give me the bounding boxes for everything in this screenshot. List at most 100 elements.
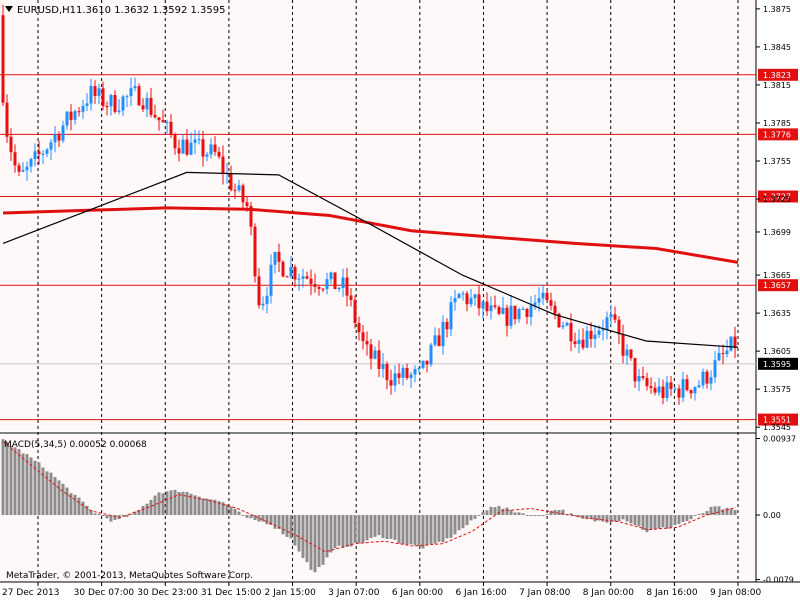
macd-bar <box>237 511 241 516</box>
level-badge <box>758 128 798 141</box>
macd-bar <box>661 515 665 528</box>
candle-body <box>353 299 357 323</box>
macd-bar <box>433 515 437 544</box>
macd-bar <box>685 515 689 522</box>
candle-body <box>281 261 285 277</box>
macd-bar <box>57 480 61 516</box>
macd-bar <box>189 493 193 516</box>
macd-tick-label: 0.00937 <box>763 435 796 444</box>
candle-body <box>361 332 365 342</box>
macd-bar <box>169 490 173 516</box>
level-label: 1.3776 <box>763 130 791 139</box>
candle-body <box>533 302 537 306</box>
candle-body <box>581 339 585 348</box>
candle-body <box>177 148 181 154</box>
macd-bar <box>45 471 49 516</box>
candle-body <box>249 206 253 227</box>
candle-body <box>33 151 37 160</box>
macd-bar <box>129 513 133 516</box>
macd-bar <box>701 513 705 516</box>
candle-body <box>497 306 501 314</box>
candle-body <box>637 376 641 382</box>
candle-body <box>645 377 649 387</box>
candle-body <box>693 387 697 394</box>
candle-body <box>517 309 521 320</box>
candle-body <box>653 387 657 393</box>
macd-bar <box>617 515 621 522</box>
candle-body <box>729 336 733 351</box>
macd-bar <box>529 515 533 517</box>
macd-bar <box>85 505 89 516</box>
candle-body <box>113 94 117 112</box>
macd-bar <box>445 515 449 539</box>
candle-body <box>505 307 509 326</box>
horizontal-levels: 1.3823 1.3776 1.3727 1.3657 1.3551 1.3595 <box>0 68 798 426</box>
candle-body <box>49 142 53 150</box>
macd-bar <box>253 515 257 521</box>
candle-body <box>205 154 209 157</box>
level-label: 1.3823 <box>763 71 791 80</box>
y-tick-label: 1.3699 <box>763 228 791 237</box>
macd-bar <box>273 515 277 529</box>
macd-bar <box>517 512 521 516</box>
candle-body <box>297 278 301 280</box>
macd-bar <box>121 515 125 517</box>
candle-body <box>301 276 305 279</box>
macd-bar <box>197 496 201 516</box>
macd-panel[interactable] <box>0 435 756 582</box>
macd-bar <box>557 510 561 516</box>
macd-bar <box>29 457 33 516</box>
candle-body <box>373 350 377 359</box>
candle-body <box>609 314 613 318</box>
candle-body <box>329 272 333 280</box>
macd-bar <box>73 494 77 516</box>
candle-body <box>117 110 121 112</box>
candle-body <box>461 293 465 295</box>
candle-body <box>29 159 33 167</box>
macd-bar <box>41 467 45 516</box>
candle-body <box>41 153 45 155</box>
macd-bar <box>309 515 313 570</box>
candle-body <box>661 386 665 398</box>
macd-bar <box>205 498 209 516</box>
macd-bar <box>49 472 53 516</box>
candle-body <box>673 388 677 390</box>
macd-bar <box>549 510 553 516</box>
candle-body <box>357 322 361 333</box>
candle-body <box>305 276 309 279</box>
macd-bar <box>469 515 473 521</box>
candle-body <box>365 341 369 345</box>
candle-body <box>721 353 725 355</box>
macd-bar <box>65 487 69 516</box>
candle-body <box>549 300 553 306</box>
macd-bar <box>545 514 549 516</box>
candle-body <box>401 367 405 378</box>
candle-body <box>121 96 125 111</box>
macd-bar <box>405 515 409 545</box>
x-tick-label: 9 Jan 08:00 <box>710 588 762 598</box>
macd-bar <box>681 515 685 522</box>
macd-bar <box>561 509 565 516</box>
macd-bar <box>641 515 645 530</box>
candle-body <box>493 305 497 307</box>
macd-bar <box>177 492 181 516</box>
macd-bar <box>649 515 653 530</box>
candle-body <box>169 121 173 135</box>
macd-tick-label: 0.00 <box>763 511 781 520</box>
macd-bar <box>509 510 513 516</box>
macd-bar <box>409 515 413 545</box>
macd-bar <box>665 515 669 529</box>
macd-bar <box>653 515 657 530</box>
macd-tick-label: -0.0079 <box>763 576 794 585</box>
macd-bar <box>365 515 369 541</box>
macd-bar <box>729 508 733 516</box>
current-price-label: 1.3595 <box>763 360 791 369</box>
candle-body <box>153 114 157 118</box>
candle-body <box>569 322 573 342</box>
candle-body <box>393 373 397 386</box>
triangle-down-icon[interactable] <box>5 6 13 12</box>
candle-body <box>345 277 349 296</box>
macd-bar <box>429 515 433 544</box>
macd-bar <box>689 515 693 520</box>
